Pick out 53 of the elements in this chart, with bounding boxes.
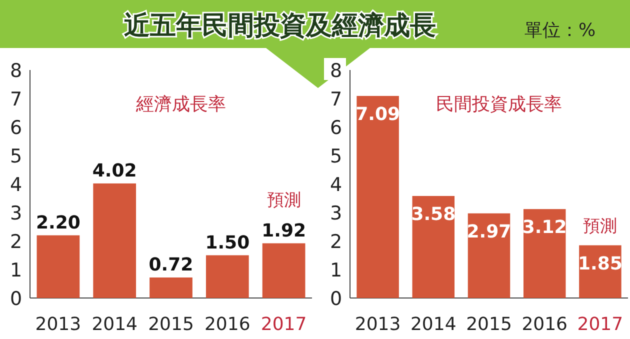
x-tick-label: 2017 <box>577 314 624 335</box>
x-tick-label: 2015 <box>466 314 512 335</box>
y-tick-label: 7 <box>330 88 342 110</box>
data-label: 3.12 <box>522 217 567 238</box>
y-tick-label: 3 <box>10 202 22 224</box>
x-tick-label: 2013 <box>354 314 401 335</box>
y-tick-label: 5 <box>330 146 342 168</box>
y-tick-label: 6 <box>10 117 22 139</box>
text: 民間投資成長率 <box>436 94 562 115</box>
data-label: 1.85 <box>578 253 622 274</box>
data-label: 1.92 <box>262 220 306 242</box>
y-tick-label: 8 <box>330 60 342 82</box>
y-tick-label: 1 <box>10 260 22 282</box>
y-tick-label: 4 <box>330 174 342 196</box>
y-tick-label: 4 <box>10 174 22 196</box>
bar <box>468 213 510 298</box>
text: 單位：% <box>524 20 596 41</box>
data-label: 4.02 <box>92 160 137 182</box>
data-label: 2.20 <box>36 212 80 234</box>
x-tick-label: 2014 <box>410 314 456 335</box>
y-tick-label: 8 <box>10 60 22 82</box>
y-tick-label: 2 <box>330 231 342 253</box>
bar <box>356 96 399 298</box>
x-tick-label: 2016 <box>204 314 250 335</box>
data-label: 1.50 <box>205 232 250 254</box>
bar <box>523 209 566 298</box>
bar <box>262 243 306 298</box>
data-label: 0.72 <box>148 254 194 276</box>
data-label: 7.09 <box>356 104 400 125</box>
annotation: 預測 <box>583 216 618 236</box>
bar <box>93 183 136 298</box>
bar <box>412 196 455 298</box>
data-label: 3.58 <box>411 204 456 225</box>
y-tick-label: 3 <box>330 202 342 224</box>
bar <box>150 277 192 298</box>
x-tick-label: 2015 <box>148 314 194 335</box>
y-tick-label: 5 <box>10 146 22 168</box>
y-tick-label: 6 <box>330 117 342 139</box>
y-tick-label: 7 <box>10 88 22 110</box>
annotation: 預測 <box>266 190 301 210</box>
text: 經濟成長率 <box>135 94 226 115</box>
y-tick-label: 1 <box>330 260 342 282</box>
bar <box>206 255 249 298</box>
chart-title: 近五年民間投資及經濟成長 <box>124 11 436 41</box>
y-tick-label: 0 <box>330 288 342 310</box>
y-tick-label: 2 <box>10 231 22 253</box>
data-label: 2.97 <box>466 221 512 242</box>
bar <box>36 235 80 298</box>
x-tick-label: 2013 <box>35 314 82 335</box>
y-tick-label: 0 <box>10 288 22 310</box>
x-tick-label: 2014 <box>92 314 138 335</box>
x-tick-label: 2017 <box>260 314 307 335</box>
x-tick-label: 2016 <box>522 314 568 335</box>
